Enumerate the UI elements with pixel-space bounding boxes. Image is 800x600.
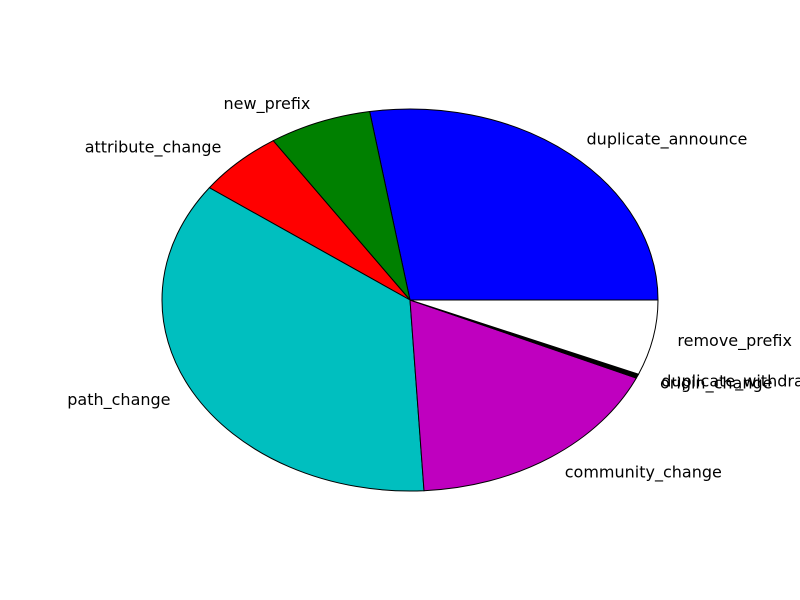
pie-slices	[161, 108, 659, 492]
pie-label-community-change: community_change	[565, 463, 722, 483]
pie-label-attribute-change: attribute_change	[85, 138, 222, 158]
pie-labels: duplicate_announce new_prefix attribute_ch…	[67, 94, 800, 483]
pie-label-new-prefix: new_prefix	[224, 94, 311, 114]
pie-slice-remove-prefix	[409, 299, 659, 375]
pie-slice-path-change	[161, 187, 425, 492]
pie-slice-duplicate-announce	[369, 108, 659, 301]
pie-slice-community-change	[409, 299, 638, 492]
pie-label-origin-change: origin_change	[660, 374, 772, 394]
pie-label-path-change: path_change	[67, 390, 170, 410]
pie-label-remove-prefix: remove_prefix	[677, 331, 792, 351]
pie-label-duplicate-announce: duplicate_announce	[587, 129, 748, 149]
pie-label-duplicate-withdraw: duplicate_withdraw	[661, 371, 800, 391]
